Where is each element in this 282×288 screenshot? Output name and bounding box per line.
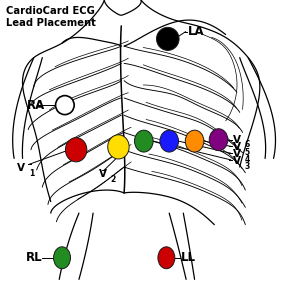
Ellipse shape xyxy=(158,247,175,269)
Text: 2: 2 xyxy=(111,175,116,184)
Text: 5: 5 xyxy=(244,147,250,157)
Ellipse shape xyxy=(56,96,74,115)
Text: V: V xyxy=(17,164,25,173)
Text: V: V xyxy=(233,135,241,145)
Ellipse shape xyxy=(108,135,129,159)
Text: RL: RL xyxy=(25,251,42,264)
Ellipse shape xyxy=(185,130,204,152)
Text: V: V xyxy=(233,149,241,159)
Ellipse shape xyxy=(209,129,228,151)
Text: LA: LA xyxy=(188,25,204,38)
Text: 6: 6 xyxy=(244,140,250,149)
Ellipse shape xyxy=(157,27,179,50)
Text: CardioCard ECG
Lead Placement: CardioCard ECG Lead Placement xyxy=(6,6,96,28)
Text: 4: 4 xyxy=(244,155,250,164)
Ellipse shape xyxy=(135,130,153,152)
Text: RA: RA xyxy=(27,98,45,112)
Text: 1: 1 xyxy=(29,169,34,178)
Text: V: V xyxy=(99,169,107,179)
Ellipse shape xyxy=(54,247,70,269)
Text: V: V xyxy=(233,142,241,152)
Ellipse shape xyxy=(160,130,179,152)
Text: 3: 3 xyxy=(244,162,250,171)
Ellipse shape xyxy=(65,138,87,162)
Text: V: V xyxy=(233,156,241,166)
Text: LL: LL xyxy=(180,251,195,264)
